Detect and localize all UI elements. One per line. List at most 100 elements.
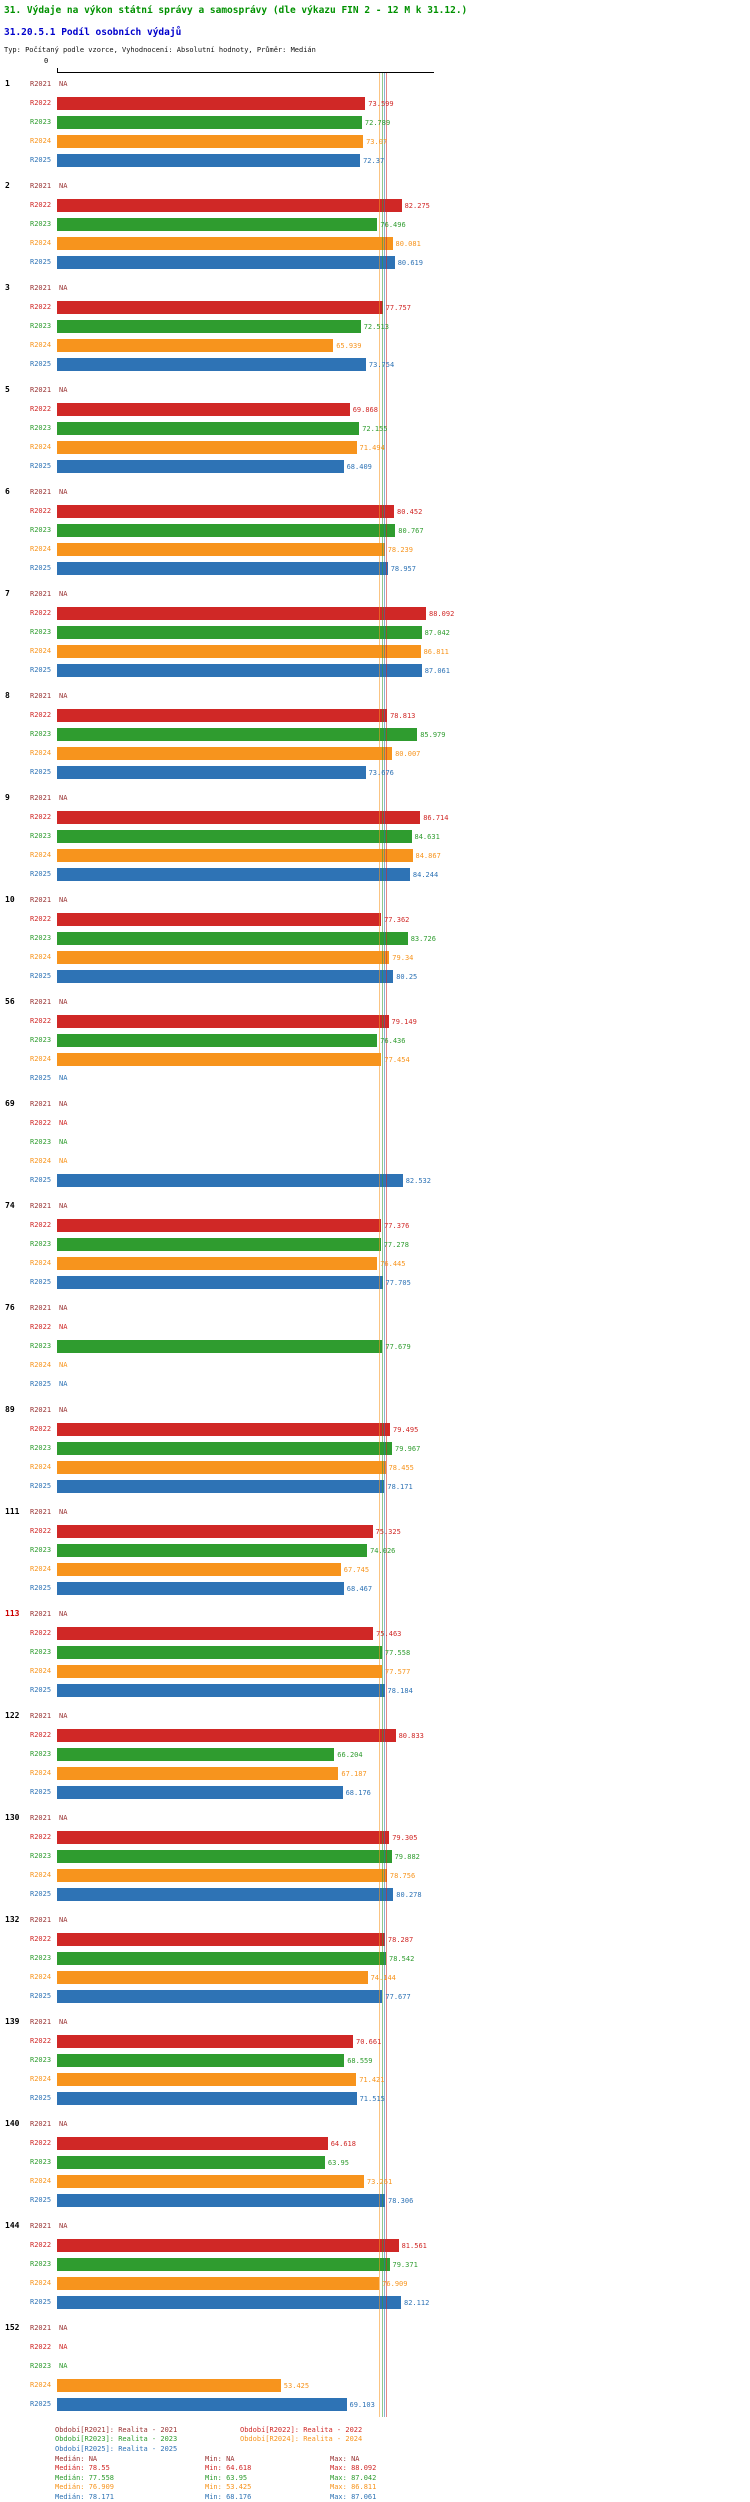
bar-row-122-R2025: R2025 68.176	[0, 1783, 750, 1802]
bar-row-113-R2023: R2023 77.558	[0, 1643, 750, 1662]
bar-value-label: 80.767	[398, 527, 424, 535]
bar-R2024	[57, 645, 421, 658]
median-line-R2022	[386, 73, 387, 2417]
group-label-2: 2	[5, 181, 10, 190]
bar-row-1-R2021: R2021 NA	[0, 75, 750, 94]
na-label: NA	[59, 794, 68, 802]
bar-row-144-R2022: R2022 81.561	[0, 2236, 750, 2255]
series-row-label: R2021	[30, 1100, 52, 1108]
bar-row-10-R2024: R2024 79.34	[0, 948, 750, 967]
bar-row-5-R2022: R2022 69.868	[0, 400, 750, 419]
bar-row-3-R2022: R2022 77.757	[0, 298, 750, 317]
bar-group-5: 5 R2021 NA R2022 69.868 R2023 72.155 R2024 71.49…	[0, 381, 750, 476]
bar-value-label: 68.467	[346, 1585, 373, 1593]
bar-row-2-R2021: R2021 NA	[0, 177, 750, 196]
bar-row-139-R2021: R2021 NA	[0, 2013, 750, 2032]
chart-subtitle: 31.20.5.1 Podíl osobních výdajů	[4, 27, 182, 38]
bar-value-label: 77.577	[385, 1668, 411, 1676]
bar-group-10: 10 R2021 NA R2022 77.362 R2023 83.726 R2024 79.3…	[0, 891, 750, 986]
series-row-label: R2022	[30, 915, 52, 923]
stats-row-R2024: Medián: 76.909 Min: 53.425 Max: 86.811	[55, 2483, 376, 2492]
bar-value-label: 78.455	[388, 1464, 414, 1472]
bar-row-111-R2023: R2023 74.026	[0, 1541, 750, 1560]
bar-row-69-R2025: R2025 82.532	[0, 1171, 750, 1190]
series-row-label: R2023	[30, 1342, 52, 1350]
bar-row-2-R2024: R2024 80.081	[0, 234, 750, 253]
series-row-label: R2024	[30, 1973, 52, 1981]
series-row-label: R2024	[30, 2279, 52, 2287]
bar-value-label: 63.95	[327, 2159, 349, 2167]
bar-group-89: 89 R2021 NA R2022 79.495 R2023 79.967 R2024 78.4…	[0, 1401, 750, 1496]
bar-R2025	[57, 1684, 385, 1697]
bar-value-label: 77.558	[384, 1649, 411, 1657]
series-row-label: R2025	[30, 2400, 52, 2408]
bar-row-9-R2023: R2023 84.631	[0, 827, 750, 846]
series-row-label: R2021	[30, 488, 52, 496]
group-label-140: 140	[5, 2119, 20, 2128]
series-row-label: R2021	[30, 794, 52, 802]
median-line-R2024	[379, 73, 381, 2417]
bar-value-label: 78.184	[387, 1687, 413, 1695]
bar-value-label: 69.868	[352, 406, 378, 414]
bar-R2025	[57, 358, 366, 371]
series-row-label: R2021	[30, 1406, 52, 1414]
bar-R2022	[57, 199, 402, 212]
bar-value-label: 82.112	[404, 2299, 430, 2307]
series-row-label: R2023	[30, 526, 52, 534]
series-row-label: R2022	[30, 507, 52, 515]
group-label-7: 7	[5, 589, 10, 598]
series-row-label: R2023	[30, 934, 52, 942]
bar-row-122-R2021: R2021 NA	[0, 1707, 750, 1726]
legend-item-R2022: Období[R2022]: Realita - 2022	[240, 2426, 363, 2434]
series-row-label: R2023	[30, 1138, 52, 1146]
bar-row-111-R2021: R2021 NA	[0, 1503, 750, 1522]
bar-R2025	[57, 2296, 401, 2309]
bar-R2023	[57, 524, 396, 537]
series-row-label: R2025	[30, 666, 52, 674]
group-label-10: 10	[5, 895, 15, 904]
bar-row-76-R2025: R2025 NA	[0, 1375, 750, 1394]
series-row-label: R2024	[30, 2075, 52, 2083]
bar-row-89-R2023: R2023 79.967	[0, 1439, 750, 1458]
chart-meta-line: Typ: Počítaný podle vzorce, Vyhodnocení:…	[4, 46, 316, 54]
median-line-R2023	[381, 73, 383, 2417]
bar-row-6-R2024: R2024 78.239	[0, 540, 750, 559]
stats-row-R2021: Medián: NA Min: NA Max: NA	[55, 2455, 376, 2464]
bar-value-label: 80.619	[397, 259, 423, 267]
series-row-label: R2023	[30, 1648, 52, 1656]
bar-value-label: 73.754	[368, 361, 395, 369]
bar-group-56: 56 R2021 NA R2022 79.149 R2023 76.436 R2024 77.4…	[0, 993, 750, 1088]
stat-max-R2023: Max: 87.042	[330, 2473, 377, 2482]
na-label: NA	[59, 2343, 68, 2351]
bar-value-label: 82.275	[404, 202, 430, 210]
series-row-label: R2021	[30, 896, 52, 904]
bar-R2024	[57, 339, 334, 352]
series-row-label: R2024	[30, 647, 52, 655]
bar-value-label: 80.081	[395, 240, 421, 248]
bar-value-label: 80.452	[397, 508, 423, 516]
bar-value-label: 72.513	[363, 323, 389, 331]
series-row-label: R2025	[30, 1992, 52, 2000]
series-row-label: R2025	[30, 1380, 52, 1388]
series-row-label: R2022	[30, 1527, 52, 1535]
bar-row-8-R2025: R2025 73.676	[0, 763, 750, 782]
bar-row-132-R2022: R2022 78.287	[0, 1930, 750, 1949]
bar-R2024	[57, 1053, 382, 1066]
bar-R2025	[57, 2092, 357, 2105]
legend-item-R2024: Období[R2024]: Realita - 2024	[240, 2435, 363, 2444]
na-label: NA	[59, 1380, 68, 1388]
na-label: NA	[59, 1304, 68, 1312]
bar-R2023	[57, 116, 362, 129]
series-row-label: R2024	[30, 1361, 52, 1369]
na-label: NA	[59, 1508, 68, 1516]
bar-group-140: 140 R2021 NA R2022 64.618 R2023 63.95 R2024 73.2…	[0, 2115, 750, 2210]
series-row-label: R2021	[30, 284, 52, 292]
bar-row-7-R2023: R2023 87.042	[0, 623, 750, 642]
series-row-label: R2022	[30, 1935, 52, 1943]
bar-row-2-R2022: R2022 82.275	[0, 196, 750, 215]
bar-row-5-R2023: R2023 72.155	[0, 419, 750, 438]
bar-row-56-R2021: R2021 NA	[0, 993, 750, 1012]
series-row-label: R2021	[30, 1610, 52, 1618]
bar-group-130: 130 R2021 NA R2022 79.305 R2023 79.882 R2024 78.…	[0, 1809, 750, 1904]
bar-row-113-R2021: R2021 NA	[0, 1605, 750, 1624]
